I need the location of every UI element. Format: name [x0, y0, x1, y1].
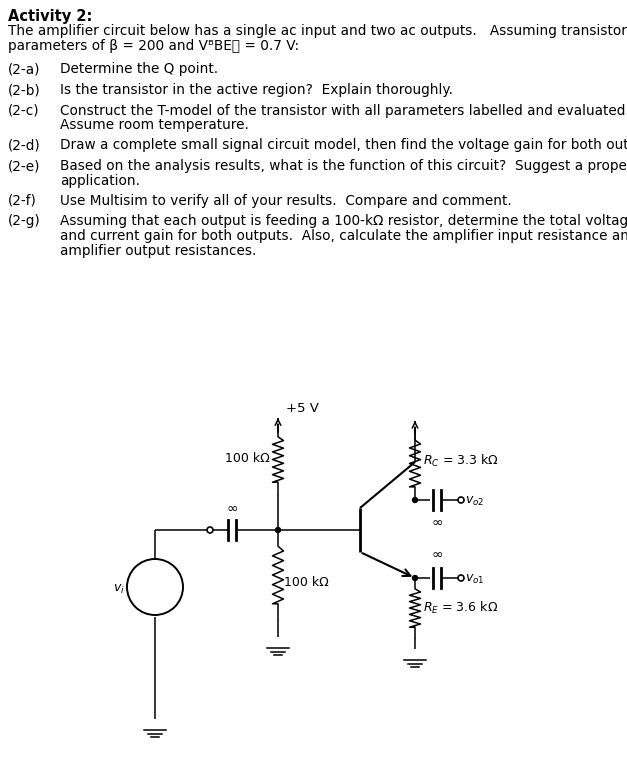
Text: Construct the T-model of the transistor with all parameters labelled and evaluat: Construct the T-model of the transistor … — [60, 104, 627, 117]
Text: Is the transistor in the active region?  Explain thoroughly.: Is the transistor in the active region? … — [60, 83, 453, 97]
Text: Draw a complete small signal circuit model, then find the voltage gain for both : Draw a complete small signal circuit mod… — [60, 138, 627, 152]
Text: Based on the analysis results, what is the function of this circuit?  Suggest a : Based on the analysis results, what is t… — [60, 159, 627, 173]
Text: 100 kΩ: 100 kΩ — [284, 577, 329, 590]
Text: $v_{o2}$: $v_{o2}$ — [465, 495, 485, 508]
Text: $v_{o1}$: $v_{o1}$ — [465, 573, 485, 586]
Text: $R_E$ = 3.6 k$\Omega$: $R_E$ = 3.6 k$\Omega$ — [423, 600, 498, 616]
Text: application.: application. — [60, 173, 140, 188]
Circle shape — [207, 527, 213, 533]
Text: Assume room temperature.: Assume room temperature. — [60, 118, 249, 132]
Text: (2-d): (2-d) — [8, 138, 41, 152]
Text: Activity 2:: Activity 2: — [8, 9, 92, 24]
Text: Determine the Q point.: Determine the Q point. — [60, 63, 218, 77]
Text: The amplifier circuit below has a single ac input and two ac outputs.   Assuming: The amplifier circuit below has a single… — [8, 25, 627, 39]
Text: (2-g): (2-g) — [8, 214, 41, 229]
Text: +5 V: +5 V — [286, 402, 319, 415]
Text: Assuming that each output is feeding a 100-kΩ resistor, determine the total volt: Assuming that each output is feeding a 1… — [60, 214, 627, 229]
Circle shape — [458, 575, 464, 581]
Text: and current gain for both outputs.  Also, calculate the amplifier input resistan: and current gain for both outputs. Also,… — [60, 229, 627, 243]
Circle shape — [413, 498, 418, 502]
Text: $R_C$ = 3.3 k$\Omega$: $R_C$ = 3.3 k$\Omega$ — [423, 453, 499, 469]
Circle shape — [413, 576, 418, 581]
Text: ∞: ∞ — [431, 516, 443, 530]
Text: parameters of β = 200 and VᴮBEᴯ = 0.7 V:: parameters of β = 200 and VᴮBEᴯ = 0.7 V: — [8, 39, 299, 53]
Text: −: − — [147, 587, 162, 605]
Text: +: + — [149, 571, 161, 585]
Text: ∞: ∞ — [226, 502, 238, 516]
Circle shape — [458, 497, 464, 503]
Text: (2-e): (2-e) — [8, 159, 41, 173]
Text: (2-b): (2-b) — [8, 83, 41, 97]
Text: 100 kΩ: 100 kΩ — [225, 452, 270, 465]
Text: (2-a): (2-a) — [8, 63, 41, 77]
Text: Use Multisim to verify all of your results.  Compare and comment.: Use Multisim to verify all of your resul… — [60, 194, 512, 208]
Text: (2-c): (2-c) — [8, 104, 40, 117]
Circle shape — [127, 559, 183, 615]
Text: $v_i$: $v_i$ — [113, 582, 125, 595]
Text: (2-f): (2-f) — [8, 194, 37, 208]
Text: ∞: ∞ — [431, 548, 443, 562]
Text: amplifier output resistances.: amplifier output resistances. — [60, 243, 256, 257]
Circle shape — [275, 527, 280, 533]
